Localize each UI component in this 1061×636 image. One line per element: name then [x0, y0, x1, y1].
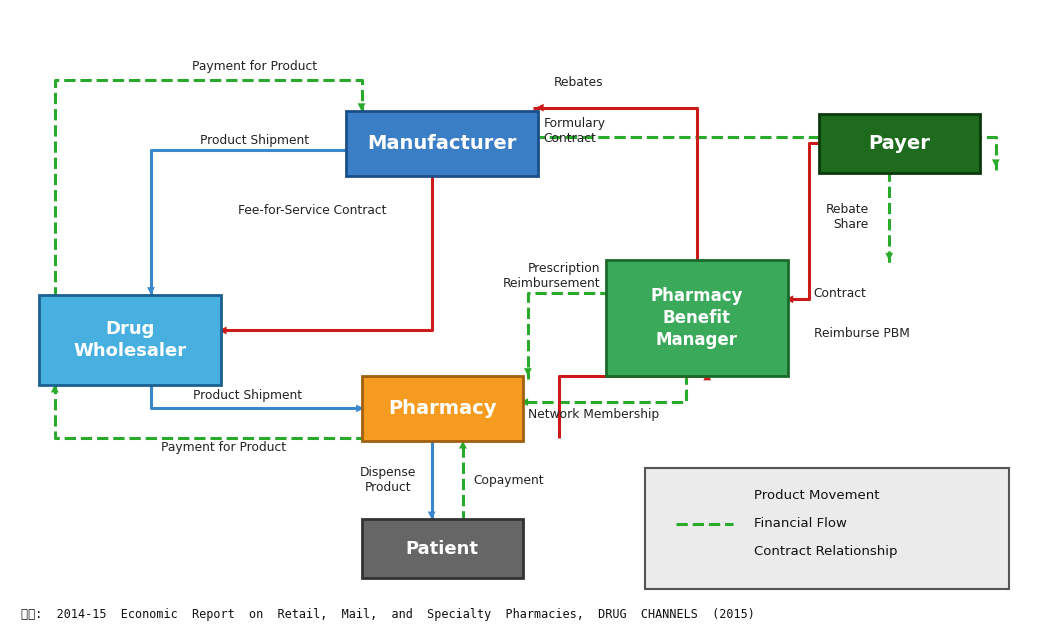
Text: Formulary
Contract: Formulary Contract — [543, 117, 606, 145]
Text: Rebate
Share: Rebate Share — [825, 203, 869, 231]
FancyBboxPatch shape — [645, 467, 1009, 589]
Text: 출처:  2014-15  Economic  Report  on  Retail,  Mail,  and  Specialty  Pharmacies, : 출처: 2014-15 Economic Report on Retail, M… — [21, 607, 754, 621]
Text: Payer: Payer — [869, 134, 930, 153]
Text: Rebates: Rebates — [554, 76, 604, 89]
Text: Product Shipment: Product Shipment — [201, 134, 310, 146]
FancyBboxPatch shape — [606, 260, 788, 376]
Text: Contract: Contract — [814, 287, 867, 300]
Text: Contract Relationship: Contract Relationship — [754, 545, 898, 558]
FancyBboxPatch shape — [346, 111, 538, 176]
Text: Drug
Wholesaler: Drug Wholesaler — [73, 320, 187, 360]
Text: Patient: Patient — [405, 539, 479, 558]
Text: Pharmacy
Benefit
Manager: Pharmacy Benefit Manager — [650, 287, 743, 349]
Text: Network Membership: Network Membership — [528, 408, 659, 422]
FancyBboxPatch shape — [39, 294, 221, 385]
Text: Payment for Product: Payment for Product — [161, 441, 286, 454]
Text: Prescription
Reimbursement: Prescription Reimbursement — [503, 262, 601, 290]
Text: Reimburse PBM: Reimburse PBM — [814, 327, 909, 340]
Text: Manufacturer: Manufacturer — [367, 134, 517, 153]
FancyBboxPatch shape — [362, 376, 523, 441]
Text: Product Movement: Product Movement — [754, 489, 880, 502]
Text: Copayment: Copayment — [473, 474, 544, 487]
FancyBboxPatch shape — [819, 114, 980, 173]
Text: Payment for Product: Payment for Product — [192, 60, 317, 73]
Text: Product Shipment: Product Shipment — [193, 389, 301, 402]
Text: Fee-for-Service Contract: Fee-for-Service Contract — [238, 204, 386, 217]
FancyBboxPatch shape — [362, 519, 523, 578]
Text: Pharmacy: Pharmacy — [388, 399, 497, 418]
Text: Dispense
Product: Dispense Product — [360, 466, 416, 494]
Text: Financial Flow: Financial Flow — [754, 517, 847, 530]
